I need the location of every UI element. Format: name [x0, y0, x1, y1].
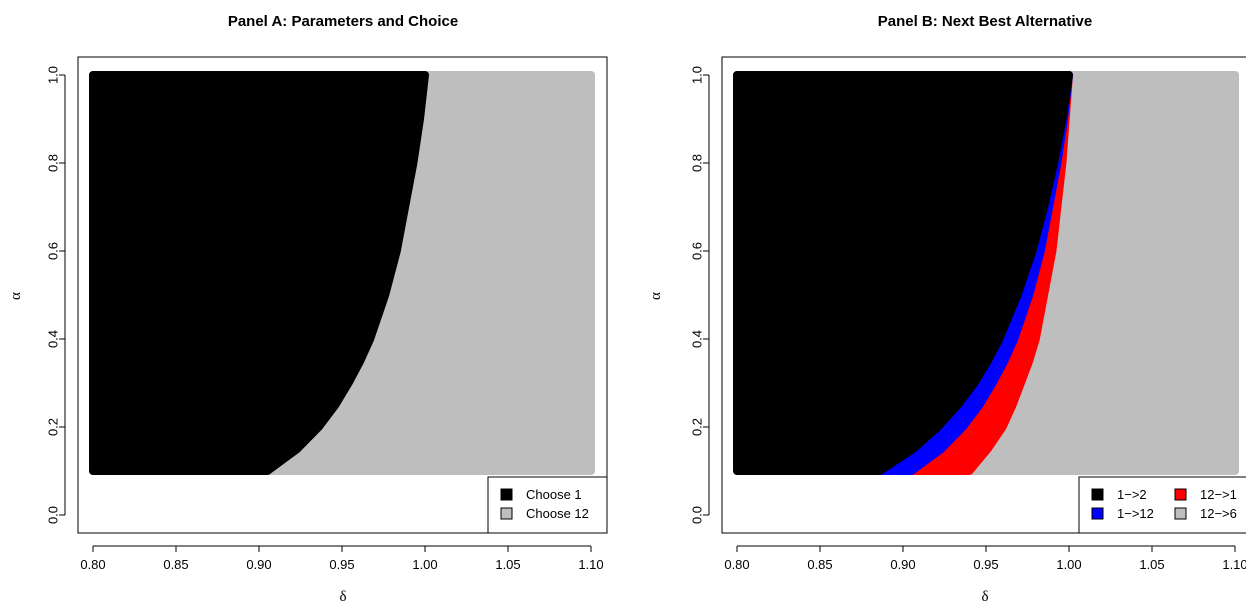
panel-a-y-axis: 0.0 0.2 0.4 0.6 0.8 1.0 [46, 66, 66, 524]
x-tick-label: 0.95 [329, 557, 354, 572]
panel-b: Panel B: Next Best Alternative 0.80 0.85 0… [648, 13, 1246, 604]
region-1-2 [733, 71, 1073, 475]
panel-b-plot-box [721, 56, 1246, 534]
x-tick-label: 0.90 [890, 557, 915, 572]
x-tick-label: 0.95 [973, 557, 998, 572]
x-tick-label: 0.85 [163, 557, 188, 572]
x-tick-label: 1.05 [495, 557, 520, 572]
legend-label-12-1: 12−>1 [1200, 487, 1237, 502]
legend-swatch-1-2 [1091, 488, 1104, 501]
panel-b-y-label: α [648, 292, 664, 300]
y-tick-label: 0.0 [690, 506, 705, 524]
x-tick-label: 1.10 [1222, 557, 1246, 572]
y-tick-label: 0.2 [690, 418, 705, 436]
y-tick-label: 0.8 [46, 154, 61, 172]
y-tick-label: 1.0 [690, 66, 705, 84]
legend-swatch-1-12 [1091, 507, 1104, 520]
panel-a-y-label: α [8, 292, 24, 300]
y-tick-label: 1.0 [46, 66, 61, 84]
legend-label-1-2: 1−>2 [1117, 487, 1147, 502]
x-tick-label: 1.00 [412, 557, 437, 572]
panel-b-regions [733, 71, 1239, 475]
legend-swatch-12-1 [1174, 488, 1187, 501]
panel-a-x-label: δ [339, 589, 346, 604]
x-tick-label: 0.80 [724, 557, 749, 572]
panel-b-x-axis: 0.80 0.85 0.90 0.95 1.00 1.05 1.10 [724, 545, 1246, 572]
y-tick-label: 0.6 [690, 242, 705, 260]
y-tick-label: 0.4 [46, 330, 61, 348]
legend-label-choose-1: Choose 1 [526, 487, 582, 502]
legend-label-12-6: 12−>6 [1200, 506, 1237, 521]
x-tick-label: 1.05 [1139, 557, 1164, 572]
y-tick-label: 0.8 [690, 154, 705, 172]
x-tick-label: 0.80 [80, 557, 105, 572]
panel-a-regions [89, 71, 595, 475]
legend-label-choose-12: Choose 12 [526, 506, 589, 521]
x-tick-label: 0.90 [246, 557, 271, 572]
panel-b-y-axis: 0.0 0.2 0.4 0.6 0.8 1.0 [690, 66, 710, 524]
legend-label-1-12: 1−>12 [1117, 506, 1154, 521]
panel-a-x-axis: 0.80 0.85 0.90 0.95 1.00 1.05 1.10 [80, 545, 604, 572]
legend-swatch-choose-12 [500, 507, 513, 520]
x-tick-label: 1.10 [578, 557, 603, 572]
x-tick-label: 0.85 [807, 557, 832, 572]
y-tick-label: 0.2 [46, 418, 61, 436]
legend-swatch-12-6 [1174, 507, 1187, 520]
legend-swatch-choose-1 [500, 488, 513, 501]
panel-a-plot-box [77, 56, 608, 534]
panel-b-legend: 1−>2 1−>12 12−>1 12−>6 [1078, 476, 1246, 534]
x-tick-label: 1.00 [1056, 557, 1081, 572]
y-tick-label: 0.6 [46, 242, 61, 260]
y-tick-label: 0.4 [690, 330, 705, 348]
panel-a-legend: Choose 1 Choose 12 [487, 476, 608, 534]
panel-b-legend-box [1078, 476, 1246, 534]
region-choose-1 [89, 71, 429, 475]
panel-a-legend-box [487, 476, 608, 534]
panel-b-x-label: δ [981, 589, 988, 604]
y-tick-label: 0.0 [46, 506, 61, 524]
panel-a-title: Panel A: Parameters and Choice [228, 13, 458, 30]
panel-b-title: Panel B: Next Best Alternative [878, 13, 1093, 30]
panel-a: Panel A: Parameters and Choice 0.80 0.85 0… [8, 13, 608, 604]
